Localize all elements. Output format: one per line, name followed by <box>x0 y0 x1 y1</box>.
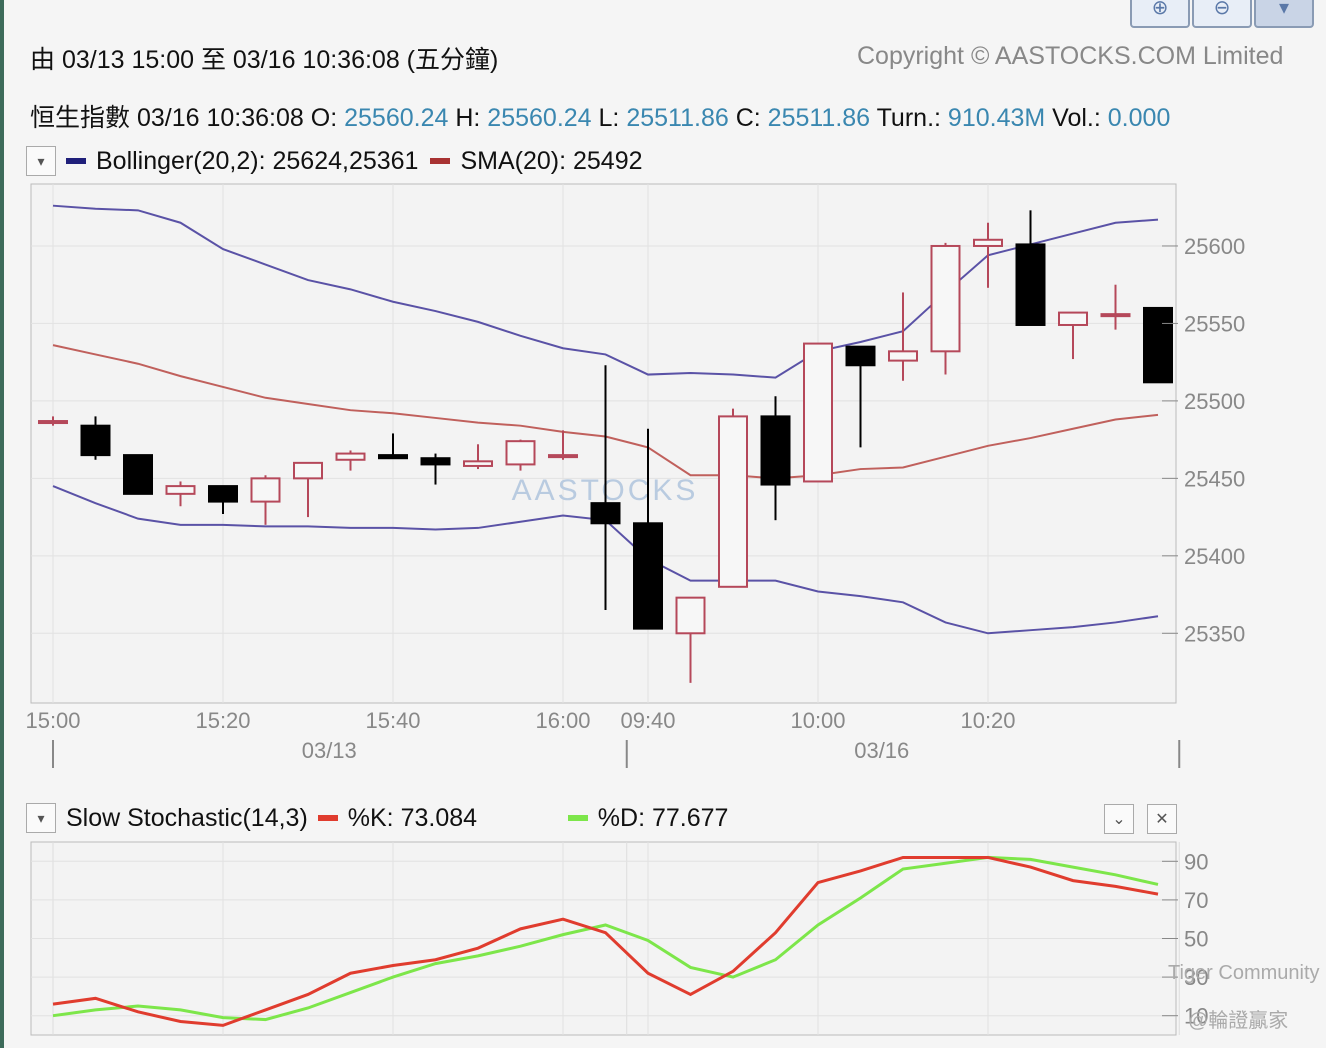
quote-line: 恒生指數 03/16 10:36:08 O: 25560.24 H: 25560… <box>30 98 1170 134</box>
menu-icon[interactable]: ▾ <box>1254 0 1314 28</box>
x-tick-label: 16:00 <box>535 708 590 733</box>
sma-swatch <box>430 158 451 164</box>
turnover-value: 910.43M <box>947 104 1046 132</box>
candle-body <box>633 522 663 630</box>
quote-time: 03/16 10:36:08 <box>136 104 304 132</box>
candle-body <box>165 485 196 495</box>
candle-body <box>505 440 536 466</box>
stoch-ytick-label: 30 <box>1184 965 1208 990</box>
candle-body <box>1100 313 1131 318</box>
close-icon[interactable]: ✕ <box>1147 804 1177 834</box>
stoch-title: Slow Stochastic(14,3) <box>66 803 308 832</box>
d-swatch <box>567 815 588 821</box>
candle-body <box>675 596 706 635</box>
candle-body <box>973 238 1003 247</box>
tiger-watermark: Tiger Community <box>1168 962 1320 984</box>
d-line <box>52 855 1159 1022</box>
x-tick-label: 10:20 <box>960 708 1015 733</box>
open-label: O: <box>310 104 338 132</box>
main-dropdown-icon[interactable]: ▾ <box>26 146 56 176</box>
bollinger-legend: Bollinger(20,2): 25624,25361 <box>96 146 419 175</box>
candle-body <box>930 244 961 353</box>
main-ytick-label: 25600 <box>1184 234 1245 259</box>
main-ytick-label: 25450 <box>1184 466 1245 491</box>
candle-body <box>378 454 408 460</box>
x-tick-label: 15:20 <box>195 708 250 733</box>
close-value: 25511.86 <box>767 104 871 132</box>
sma-legend: SMA(20): 25492 <box>460 146 643 175</box>
candle-body <box>250 477 281 503</box>
bollinger-swatch <box>66 158 86 164</box>
stoch-ytick-label: 70 <box>1184 888 1208 913</box>
x-tick-label: 09:40 <box>620 708 675 733</box>
chart-toolbar: ⊕ ⊖ ▾ <box>1130 0 1316 28</box>
zoom-out-icon[interactable]: ⊖ <box>1192 0 1252 28</box>
k-line <box>52 855 1159 1027</box>
x-tick-label: 10:00 <box>790 708 845 733</box>
candle-body <box>123 454 153 495</box>
candle-body <box>38 420 68 425</box>
candle-body <box>1058 311 1088 326</box>
main-ytick-label: 25500 <box>1184 389 1245 414</box>
candle-body <box>1143 306 1173 384</box>
close-label: C: <box>735 104 761 132</box>
stoch-ytick-label: 10 <box>1184 1004 1208 1029</box>
candle-body <box>293 461 323 480</box>
index-name: 恒生指數 <box>30 104 131 132</box>
candle-body <box>888 350 918 362</box>
date-range-text: 由 03/13 15:00 至 03/16 10:36:08 (五分鐘) <box>30 46 499 74</box>
stoch-dropdown-icon[interactable]: ▾ <box>26 803 56 833</box>
volume-label: Vol.: <box>1052 104 1101 132</box>
low-value: 25511.86 <box>626 104 729 132</box>
candle-body <box>803 342 833 483</box>
x-tick-label: 15:00 <box>25 708 80 733</box>
main-plot-area <box>30 183 1177 704</box>
high-label: H: <box>455 104 481 132</box>
author-watermark: @輪證贏家 <box>1188 1010 1289 1032</box>
indicator-line <box>52 204 1159 379</box>
candle-body <box>718 415 748 588</box>
zoom-in-icon[interactable]: ⊕ <box>1130 0 1190 28</box>
candle-body <box>80 424 111 457</box>
main-legend: ▾ Bollinger(20,2): 25624,25361 SMA(20): … <box>26 146 643 176</box>
date-label: 03/16 <box>854 738 909 763</box>
candle-body <box>208 485 238 503</box>
candle-body <box>845 345 876 367</box>
candle-body <box>335 452 366 461</box>
copyright-text: Copyright © AASTOCKS.COM Limited <box>857 42 1284 70</box>
aastocks-watermark: AASTOCKS <box>512 474 699 507</box>
high-value: 25560.24 <box>487 104 592 132</box>
d-legend: %D: 77.677 <box>597 803 729 832</box>
x-tick-label: 15:40 <box>365 708 420 733</box>
turnover-label: Turn.: <box>876 104 941 132</box>
volume-value: 0.000 <box>1107 104 1171 132</box>
candle-body <box>1015 243 1046 326</box>
low-label: L: <box>598 104 620 132</box>
window-edge <box>0 0 4 1048</box>
candle-body <box>590 502 621 525</box>
stoch-legend: ▾ Slow Stochastic(14,3) %K: 73.084 %D: 7… <box>26 803 728 833</box>
k-legend: %K: 73.084 <box>347 803 478 832</box>
main-ytick-label: 25550 <box>1184 311 1245 336</box>
candle-body <box>420 457 451 466</box>
collapse-chevron-icon[interactable]: ⌄ <box>1104 804 1134 834</box>
stoch-ytick-label: 90 <box>1184 849 1208 874</box>
main-ytick-label: 25350 <box>1184 621 1245 646</box>
candle-body <box>760 415 791 486</box>
open-value: 25560.24 <box>344 104 449 132</box>
candle-body <box>548 454 578 459</box>
k-swatch <box>317 815 338 821</box>
main-ytick-label: 25400 <box>1184 544 1245 569</box>
stoch-ytick-label: 50 <box>1184 927 1208 952</box>
date-label: 03/13 <box>302 738 357 763</box>
candle-body <box>463 460 493 467</box>
